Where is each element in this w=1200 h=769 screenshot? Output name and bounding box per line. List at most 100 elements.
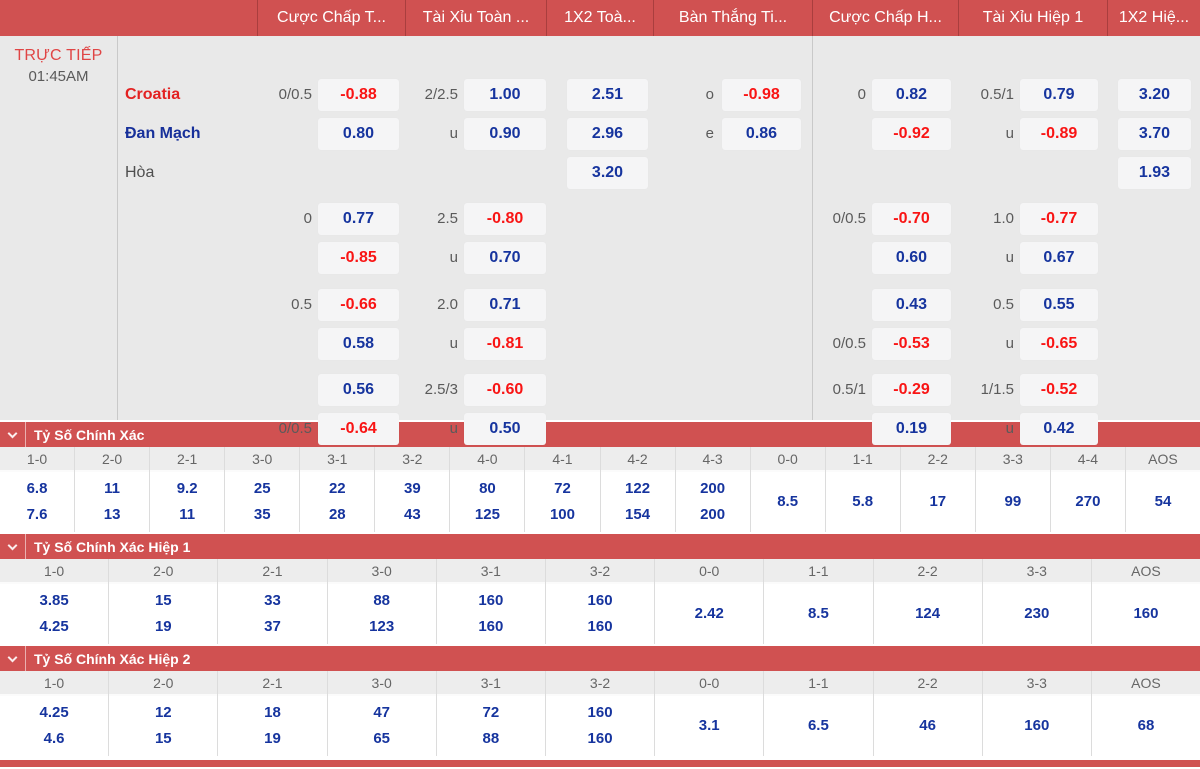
section-toggle[interactable]: Tỷ Số Chính Xác Hiệp 2 (0, 646, 1200, 671)
score-odds-button[interactable]: 6.8 (26, 480, 48, 497)
score-odds-button[interactable]: 100 (549, 506, 575, 523)
home-team-name[interactable]: Croatia (125, 86, 181, 103)
score-odds-button[interactable]: 25 (253, 480, 271, 497)
odds-ou1-button[interactable]: -0.89 (1020, 118, 1098, 150)
odds-goal-button[interactable]: -0.98 (722, 79, 801, 111)
score-odds-button[interactable]: 80 (479, 480, 496, 497)
score-odds-button[interactable]: 230 (1024, 605, 1050, 622)
score-odds-button[interactable]: 35 (253, 506, 271, 523)
score-odds-button[interactable]: 39 (404, 480, 421, 497)
score-odds-button[interactable]: 54 (1154, 493, 1172, 510)
score-odds-button[interactable]: 4.6 (43, 730, 65, 747)
score-odds-button[interactable]: 270 (1075, 493, 1101, 510)
odds-x121-button[interactable]: 1.93 (1118, 157, 1191, 189)
score-odds-button[interactable]: 160 (587, 730, 613, 747)
odds-ah-button[interactable]: -0.88 (318, 79, 399, 111)
score-odds-button[interactable]: 8.5 (807, 605, 829, 622)
score-odds-button[interactable]: 3.1 (698, 717, 720, 734)
score-odds-button[interactable]: 160 (587, 592, 613, 609)
score-odds-button[interactable]: 200 (700, 506, 726, 523)
odds-ou-button[interactable]: 0.70 (464, 242, 546, 274)
odds-ou-button[interactable]: -0.60 (464, 374, 546, 406)
score-odds-button[interactable]: 33 (264, 592, 281, 609)
odds-ah1-button[interactable]: 0.60 (872, 242, 951, 274)
section-toggle[interactable]: Tỷ Số Chính Xác Hiệp 1 (0, 534, 1200, 559)
score-odds-button[interactable]: 28 (328, 506, 346, 523)
score-odds-button[interactable]: 160 (587, 618, 613, 635)
odds-ou-button[interactable]: -0.80 (464, 203, 546, 235)
odds-ou-button[interactable]: -0.81 (464, 328, 546, 360)
odds-ah1-button[interactable]: -0.29 (872, 374, 951, 406)
odds-ah1-button[interactable]: -0.53 (872, 328, 951, 360)
score-odds-button[interactable]: 65 (373, 730, 390, 747)
score-odds-button[interactable]: 4.25 (39, 704, 69, 721)
odds-x12-button[interactable]: 2.51 (567, 79, 648, 111)
score-odds-button[interactable]: 124 (915, 605, 941, 622)
score-odds-button[interactable]: 72 (482, 704, 500, 721)
score-odds-button[interactable]: 160 (587, 704, 613, 721)
odds-x12-button[interactable]: 2.96 (567, 118, 648, 150)
score-odds-button[interactable]: 46 (919, 717, 936, 734)
odds-ou-button[interactable]: 0.90 (464, 118, 546, 150)
odds-ah1-button[interactable]: -0.92 (872, 118, 951, 150)
odds-ou1-button[interactable]: -0.52 (1020, 374, 1098, 406)
score-odds-button[interactable]: 160 (1024, 717, 1050, 734)
odds-ah1-button[interactable]: -0.70 (872, 203, 951, 235)
odds-ah-button[interactable]: -0.66 (318, 289, 399, 321)
score-odds-button[interactable]: 19 (154, 618, 172, 635)
score-odds-button[interactable]: 37 (264, 618, 281, 635)
score-odds-button[interactable]: 160 (478, 592, 504, 609)
score-odds-button[interactable]: 17 (929, 493, 947, 510)
score-odds-button[interactable]: 7.6 (26, 506, 48, 523)
odds-ah1-button[interactable]: 0.82 (872, 79, 951, 111)
score-odds-button[interactable]: 15 (154, 592, 172, 609)
odds-ah-button[interactable]: 0.56 (318, 374, 399, 406)
odds-ou-button[interactable]: 0.71 (464, 289, 546, 321)
odds-ah1-button[interactable]: 0.43 (872, 289, 951, 321)
score-odds-button[interactable]: 11 (179, 506, 196, 523)
odds-ah-button[interactable]: 0.77 (318, 203, 399, 235)
score-odds-button[interactable]: 12 (154, 704, 172, 721)
score-odds-button[interactable]: 88 (373, 592, 390, 609)
odds-ou1-button[interactable]: -0.65 (1020, 328, 1098, 360)
score-odds-button[interactable]: 19 (264, 730, 281, 747)
odds-ah-button[interactable]: 0.58 (318, 328, 399, 360)
odds-ou1-button[interactable]: -0.77 (1020, 203, 1098, 235)
score-odds-button[interactable]: 72 (554, 480, 571, 497)
odds-ou1-button[interactable]: 0.42 (1020, 413, 1098, 445)
odds-ah-button[interactable]: 0.80 (318, 118, 399, 150)
score-odds-button[interactable]: 4.25 (39, 618, 69, 635)
score-odds-button[interactable]: 3.85 (39, 592, 69, 609)
odds-ah-button[interactable]: -0.64 (318, 413, 399, 445)
score-odds-button[interactable]: 68 (1137, 717, 1155, 734)
score-odds-button[interactable]: 125 (474, 506, 500, 523)
odds-x12-button[interactable]: 3.20 (567, 157, 648, 189)
odds-ou1-button[interactable]: 0.79 (1020, 79, 1098, 111)
score-odds-button[interactable]: 18 (264, 704, 281, 721)
score-odds-button[interactable]: 160 (1133, 605, 1159, 622)
odds-ah1-button[interactable]: 0.19 (872, 413, 951, 445)
odds-ou1-button[interactable]: 0.67 (1020, 242, 1098, 274)
score-odds-button[interactable]: 160 (478, 618, 504, 635)
score-odds-button[interactable]: 22 (328, 480, 346, 497)
odds-ah-button[interactable]: -0.85 (318, 242, 399, 274)
odds-x121-button[interactable]: 3.20 (1118, 79, 1191, 111)
score-odds-button[interactable]: 88 (482, 730, 500, 747)
score-odds-button[interactable]: 15 (154, 730, 172, 747)
score-odds-button[interactable]: 6.5 (807, 717, 829, 734)
score-odds-button[interactable]: 47 (373, 704, 390, 721)
score-odds-button[interactable]: 11 (104, 480, 121, 497)
score-odds-button[interactable]: 200 (700, 480, 726, 497)
score-odds-button[interactable]: 122 (625, 480, 651, 497)
odds-ou-button[interactable]: 0.50 (464, 413, 546, 445)
away-team-name[interactable]: Đan Mạch (125, 125, 201, 142)
score-odds-button[interactable]: 123 (369, 618, 395, 635)
score-odds-button[interactable]: 5.8 (852, 493, 874, 510)
score-odds-button[interactable]: 9.2 (176, 480, 198, 497)
score-odds-button[interactable]: 154 (625, 506, 651, 523)
score-odds-button[interactable]: 43 (404, 506, 421, 523)
odds-goal-button[interactable]: 0.86 (722, 118, 801, 150)
odds-ou-button[interactable]: 1.00 (464, 79, 546, 111)
odds-x121-button[interactable]: 3.70 (1118, 118, 1191, 150)
odds-ou1-button[interactable]: 0.55 (1020, 289, 1098, 321)
